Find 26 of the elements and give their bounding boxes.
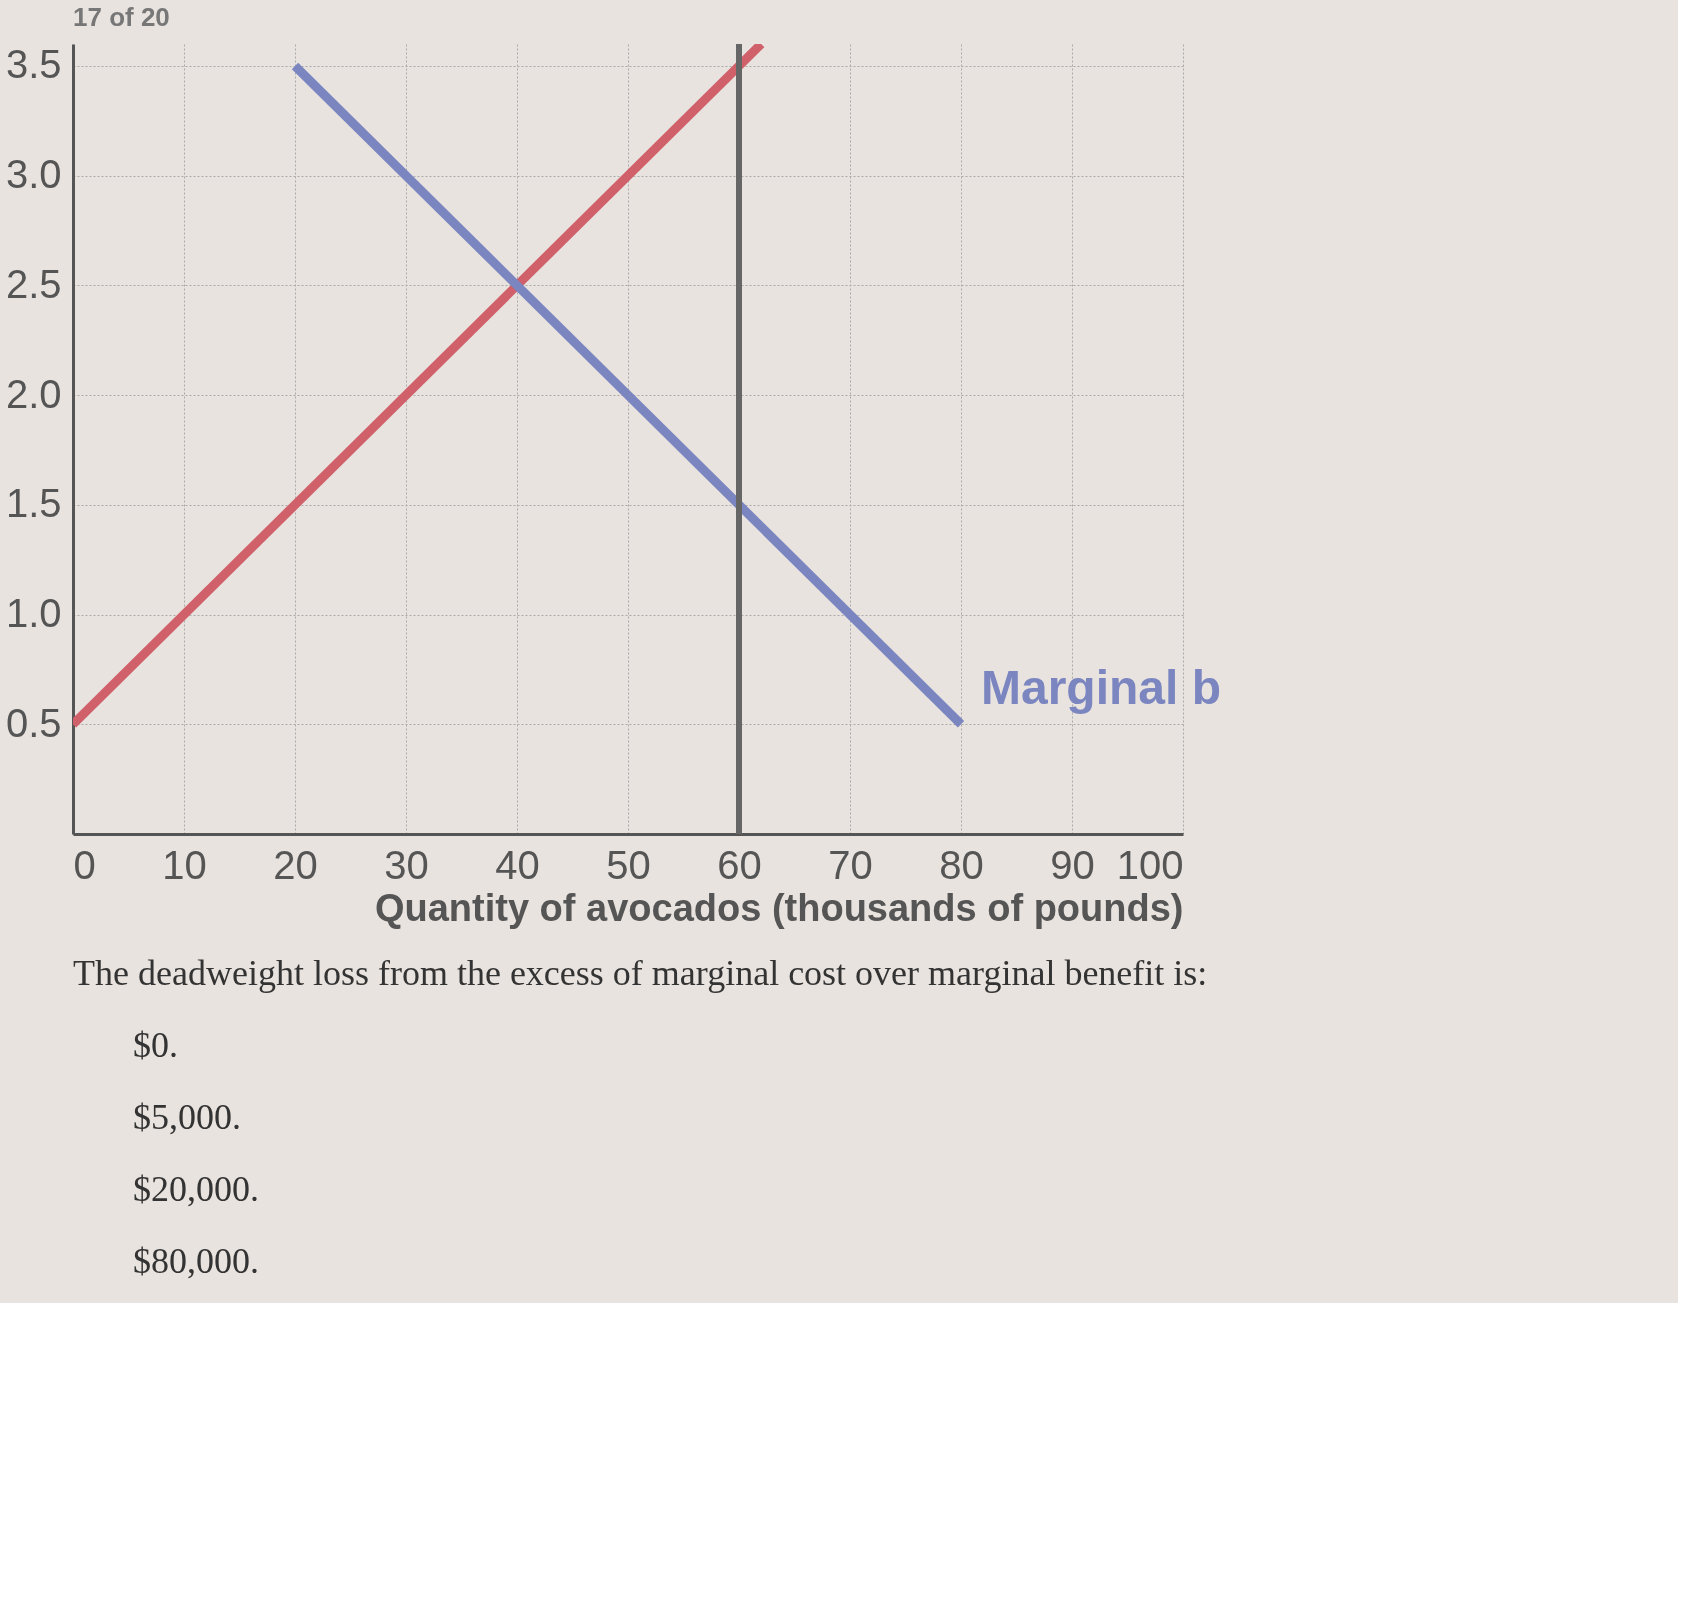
y-tick-label: 3.5 (5, 42, 62, 87)
x-tick-label: 10 (162, 842, 207, 887)
y-tick-label: 2.0 (5, 371, 62, 416)
y-tick-label: 2.5 (5, 261, 62, 306)
text: $20,000. (133, 1169, 259, 1209)
y-tick-label: 1.0 (5, 591, 62, 636)
x-tick-label: 70 (828, 842, 873, 887)
x-tick-label: 30 (384, 842, 429, 887)
x-tick-label: 80 (939, 842, 984, 887)
x-tick-label: 90 (1050, 842, 1095, 887)
text: 17 of 20 (73, 2, 170, 32)
x-tick-label: 0 (73, 842, 96, 887)
text: $0. (133, 1025, 178, 1065)
series-label: Marginal b (981, 661, 1222, 715)
x-tick-label: 100 (1116, 842, 1184, 887)
text: $5,000. (133, 1097, 241, 1137)
y-tick-label: 1.5 (5, 481, 62, 526)
x-axis-title: Quantity of avocados (thousands of pounds) (374, 886, 1184, 929)
x-tick-label: 60 (717, 842, 762, 887)
x-tick-label: 50 (606, 842, 651, 887)
y-tick-label: 3.0 (5, 152, 62, 197)
x-tick-label: 40 (495, 842, 540, 887)
text: $80,000. (133, 1241, 259, 1281)
y-tick-label: 0.5 (5, 700, 62, 745)
x-tick-label: 20 (273, 842, 318, 887)
text: The deadweight loss from the excess of marginal cost over marginal benefit is: (73, 953, 1208, 993)
